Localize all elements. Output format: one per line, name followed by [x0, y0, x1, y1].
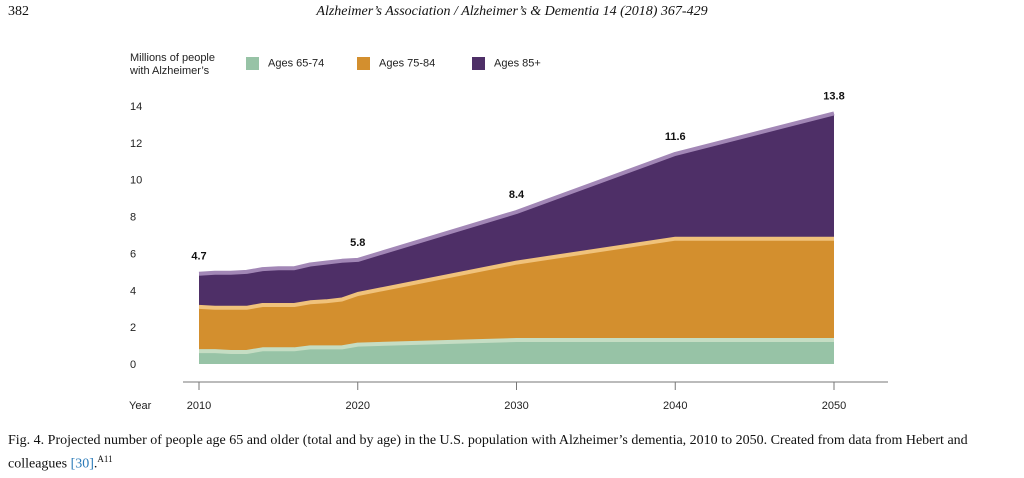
legend-swatch-85-plus: [472, 57, 485, 70]
legend-item-75-84: Ages 75-84: [357, 57, 435, 70]
legend-label-65-74: Ages 65-74: [268, 57, 325, 70]
page-header: 382 Alzheimer’s Association / Alzheimer’…: [0, 0, 1024, 26]
caption-text: Fig. 4. Projected number of people age 6…: [8, 433, 968, 472]
total-data-label: 8.4: [509, 189, 525, 201]
y-tick-label: 10: [130, 175, 142, 187]
total-data-label: 4.7: [191, 251, 206, 263]
area-ages-75-84: [199, 238, 834, 352]
legend-swatch-65-74: [246, 57, 259, 70]
y-tick-label: 8: [130, 212, 136, 224]
x-tick-label: 2010: [187, 400, 211, 412]
legend-item-65-74: Ages 65-74: [246, 57, 324, 70]
legend-label-85-plus: Ages 85+: [494, 57, 541, 70]
area-ages-85-plus-edge: [198, 111, 835, 276]
area-ages-75-84-edge: [198, 236, 834, 310]
area-ages-65-74-edge: [199, 338, 834, 354]
x-axis-title: Year: [129, 400, 152, 412]
legend-label-75-84: Ages 75-84: [379, 57, 436, 70]
y-axis-label-text: Millions of people with Alzheimer’s: [130, 52, 215, 77]
legend-item-85-plus: Ages 85+: [472, 57, 541, 70]
y-tick-label: 6: [130, 248, 136, 260]
total-data-label: 13.8: [823, 90, 844, 102]
x-tick-label: 2040: [663, 400, 687, 412]
y-tick-label: 2: [130, 322, 136, 334]
y-axis-label: Millions of people with Alzheimer’s: [130, 52, 230, 78]
x-tick-label: 2030: [504, 400, 528, 412]
x-tick-label: 2050: [822, 400, 846, 412]
y-tick-label: 12: [130, 138, 142, 150]
area-ages-85-plus: [199, 113, 834, 308]
legend-swatch-75-84: [357, 57, 370, 70]
page-number: 382: [8, 4, 29, 19]
journal-citation: Alzheimer’s Association / Alzheimer’s & …: [316, 4, 708, 19]
y-tick-label: 4: [130, 285, 136, 297]
figure-caption: Fig. 4. Projected number of people age 6…: [8, 433, 968, 472]
caption-reference-link[interactable]: [30]: [70, 456, 94, 472]
y-tick-label: 14: [130, 101, 142, 113]
total-data-label: 11.6: [665, 131, 686, 143]
y-tick-label: 0: [130, 359, 136, 371]
caption-superscript: A11: [97, 454, 113, 464]
x-tick-label: 2020: [346, 400, 370, 412]
total-data-label: 5.8: [350, 237, 365, 249]
